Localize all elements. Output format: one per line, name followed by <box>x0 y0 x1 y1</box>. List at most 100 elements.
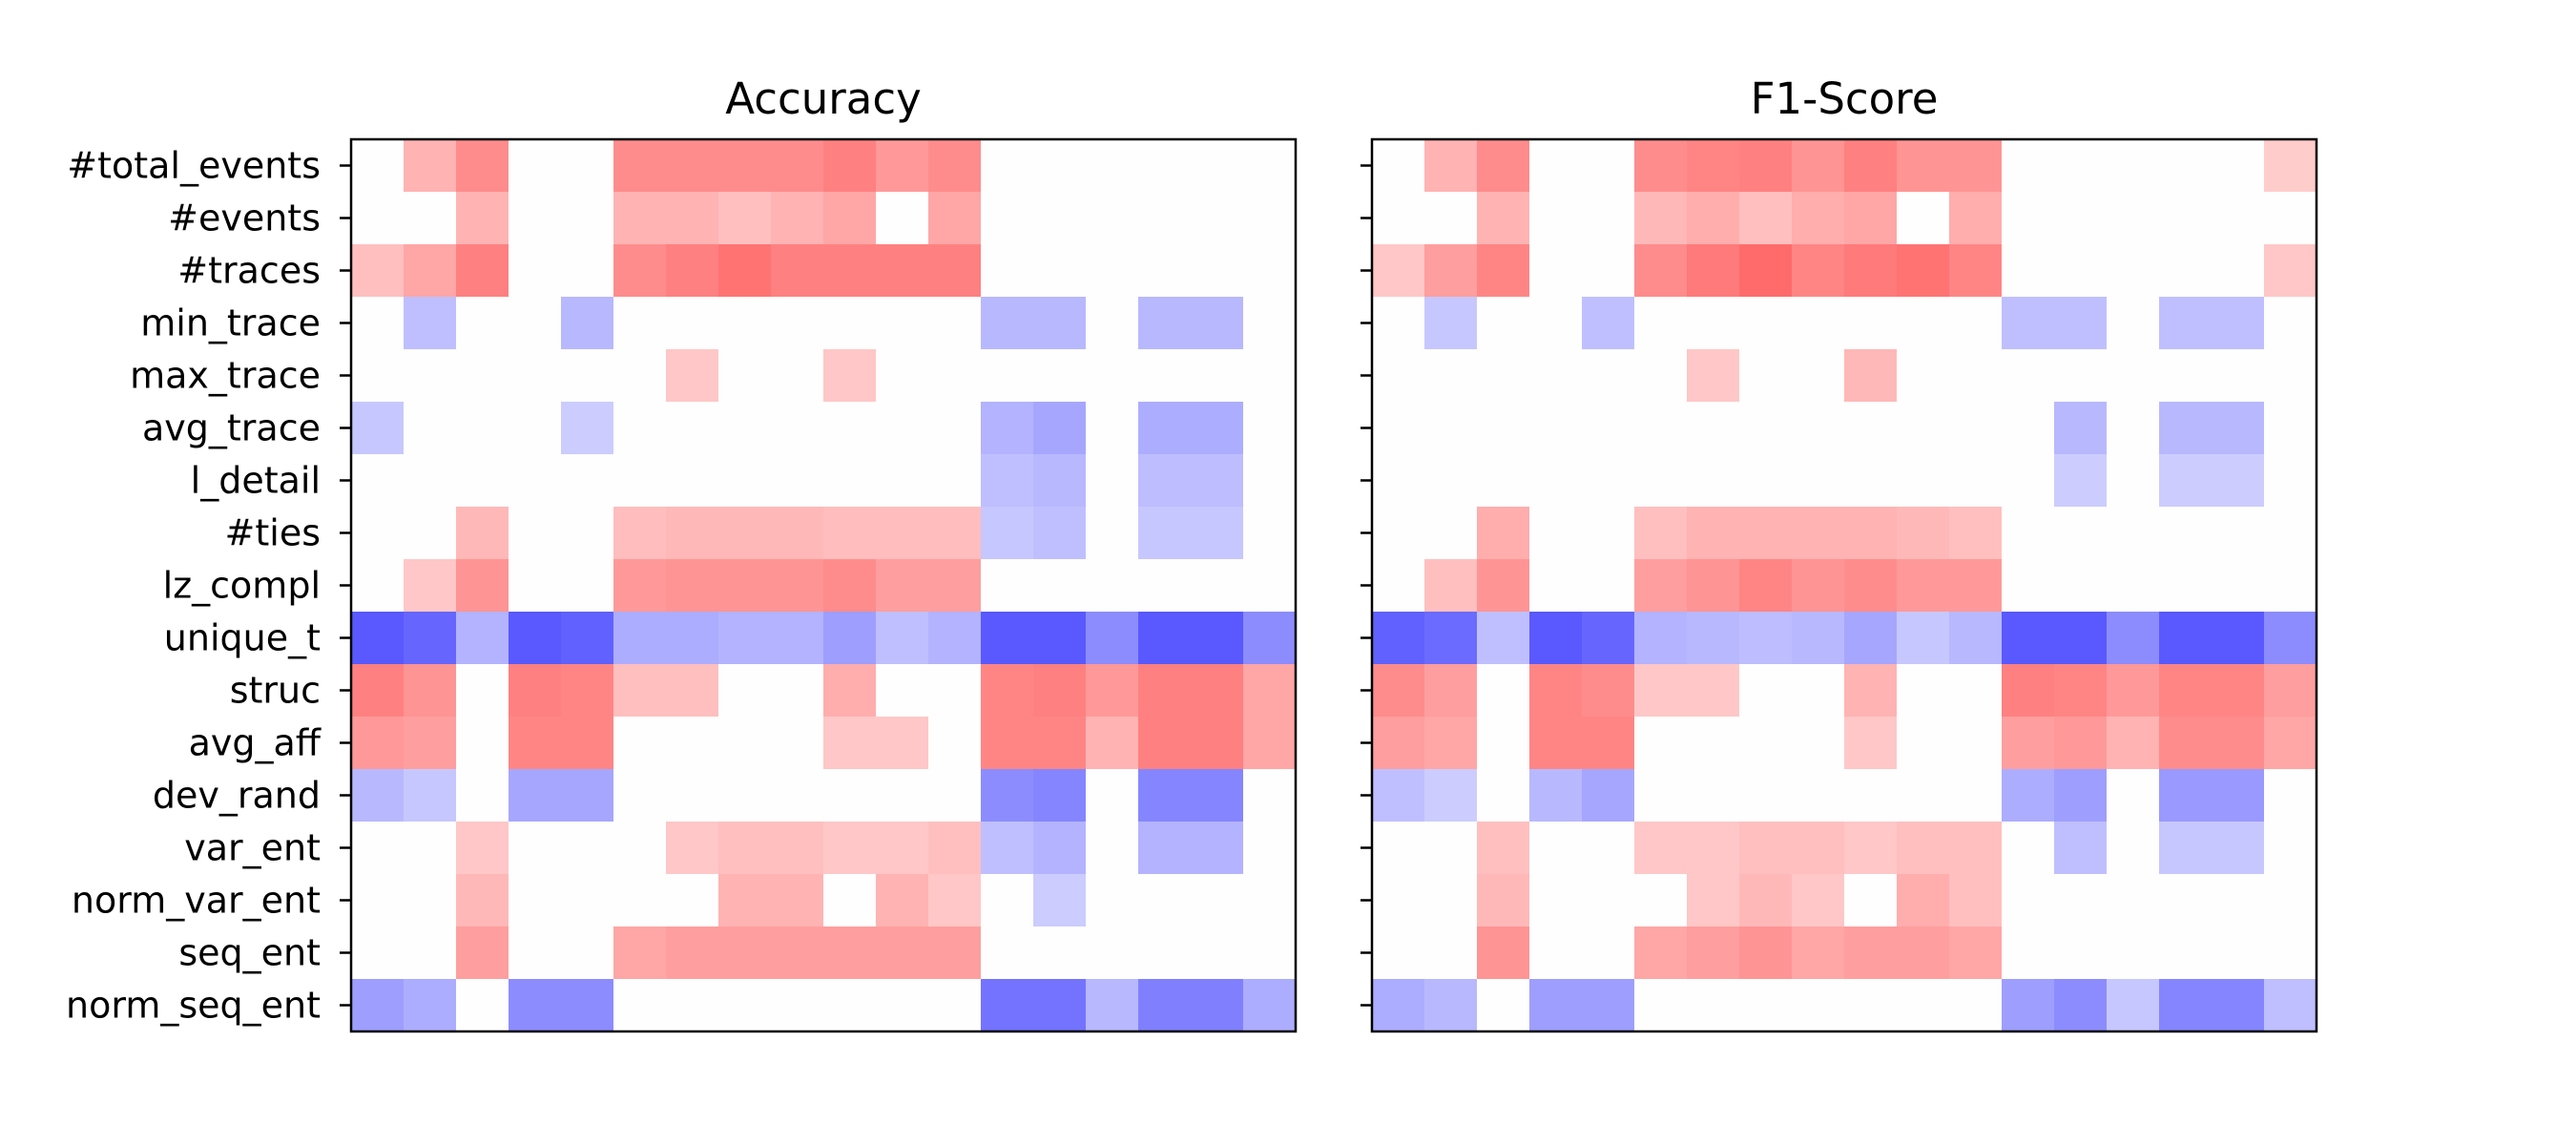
heatmap-cell <box>666 612 719 665</box>
heatmap-cell <box>2212 612 2265 665</box>
heatmap-cell <box>2159 349 2212 403</box>
heatmap-cell <box>1372 717 1425 770</box>
heatmap-cell <box>981 769 1034 822</box>
heatmap-cell <box>1687 454 1740 508</box>
heatmap-cell <box>1897 297 1950 350</box>
heatmap-cell <box>509 244 562 298</box>
heatmap-cell <box>2264 874 2317 927</box>
heatmap-cell <box>456 664 509 718</box>
heatmap-cell <box>1739 717 1793 770</box>
heatmap-cell <box>561 297 614 350</box>
heatmap-cell <box>1897 769 1950 822</box>
heatmap-cell <box>2159 717 2212 770</box>
heatmap-cell <box>823 507 877 560</box>
heatmap-cell <box>928 769 982 822</box>
heatmap-cell <box>1844 874 1898 927</box>
heatmap-cell <box>404 559 457 613</box>
heatmap-cell <box>351 507 405 560</box>
heatmap-cell <box>666 244 719 298</box>
heatmap-cell <box>351 244 405 298</box>
heatmap-cell <box>456 874 509 927</box>
heatmap-cell <box>1243 559 1297 613</box>
heatmap-cell <box>2107 926 2160 980</box>
heatmap-cell <box>2002 297 2055 350</box>
heatmap-cell <box>1033 297 1087 350</box>
heatmap-cell <box>2002 559 2055 613</box>
heatmap-cell <box>1582 769 1635 822</box>
heatmap-cell <box>666 297 719 350</box>
heatmap-cell <box>1424 192 1478 245</box>
heatmap-cell <box>1897 139 1950 193</box>
heatmap-cell <box>2054 559 2108 613</box>
heatmap-cell <box>404 507 457 560</box>
heatmap-cell <box>2054 454 2108 508</box>
heatmap-cell <box>2107 979 2160 1032</box>
heatmap-cell <box>1424 874 1478 927</box>
heatmap-cell <box>1792 559 1845 613</box>
heatmap-cell <box>2159 244 2212 298</box>
heatmap-cell <box>771 979 824 1032</box>
heatmap-cell <box>666 192 719 245</box>
heatmap-cell <box>2212 717 2265 770</box>
heatmap-cell <box>823 979 877 1032</box>
heatmap-cell <box>823 822 877 875</box>
heatmap-cell <box>1424 297 1478 350</box>
heatmap-cell <box>2264 192 2317 245</box>
heatmap-cell <box>351 139 405 193</box>
heatmap-cell <box>1138 349 1192 403</box>
heatmap-cell <box>2212 559 2265 613</box>
heatmap-cell <box>351 874 405 927</box>
heatmap-cell <box>456 769 509 822</box>
heatmap-cell <box>666 349 719 403</box>
heatmap-cell <box>2002 139 2055 193</box>
heatmap-cell <box>1086 664 1139 718</box>
heatmap-cell <box>2054 874 2108 927</box>
heatmap-cell <box>613 139 667 193</box>
heatmap-cell <box>1582 874 1635 927</box>
heatmap-cell <box>1243 769 1297 822</box>
heatmap-cell <box>823 139 877 193</box>
heatmap-cell <box>404 454 457 508</box>
heatmap-cell <box>876 559 929 613</box>
heatmap-cell <box>1086 139 1139 193</box>
heatmap-cell <box>1529 297 1583 350</box>
heatmap-cell <box>1191 192 1244 245</box>
heatmap-cell <box>928 192 982 245</box>
heatmap-cell <box>1477 349 1530 403</box>
heatmap-cell <box>1739 402 1793 455</box>
heatmap-cell <box>2264 349 2317 403</box>
heatmap-cell <box>2212 192 2265 245</box>
heatmap-cell <box>509 926 562 980</box>
heatmap-cell <box>771 244 824 298</box>
heatmap-cell <box>1687 139 1740 193</box>
heatmap-cell <box>2107 612 2160 665</box>
heatmap-cell <box>1477 717 1530 770</box>
heatmap-cell <box>2002 926 2055 980</box>
heatmap-cell <box>1582 139 1635 193</box>
heatmap-cell <box>1033 192 1087 245</box>
heatmap-cell <box>2212 244 2265 298</box>
heatmap-cell <box>456 454 509 508</box>
heatmap-cell <box>1529 349 1583 403</box>
heatmap-cell <box>509 507 562 560</box>
heatmap-cell <box>981 717 1034 770</box>
heatmap-cell <box>2054 612 2108 665</box>
heatmap-cell <box>2264 559 2317 613</box>
heatmap-cell <box>1138 139 1192 193</box>
heatmap-cell <box>1792 664 1845 718</box>
heatmap-cell <box>2054 822 2108 875</box>
heatmap-cell <box>1687 612 1740 665</box>
heatmap-cell <box>981 874 1034 927</box>
heatmap-cell <box>1792 297 1845 350</box>
heatmap-cell <box>1844 717 1898 770</box>
heatmap-cell <box>1477 979 1530 1032</box>
heatmap-cell <box>666 454 719 508</box>
heatmap-cell <box>1844 139 1898 193</box>
heatmap-cell <box>1792 979 1845 1032</box>
heatmap-cell <box>876 822 929 875</box>
heatmap-cell <box>1086 979 1139 1032</box>
heatmap-cell <box>666 559 719 613</box>
heatmap-cell <box>509 822 562 875</box>
heatmap-cell <box>1086 402 1139 455</box>
